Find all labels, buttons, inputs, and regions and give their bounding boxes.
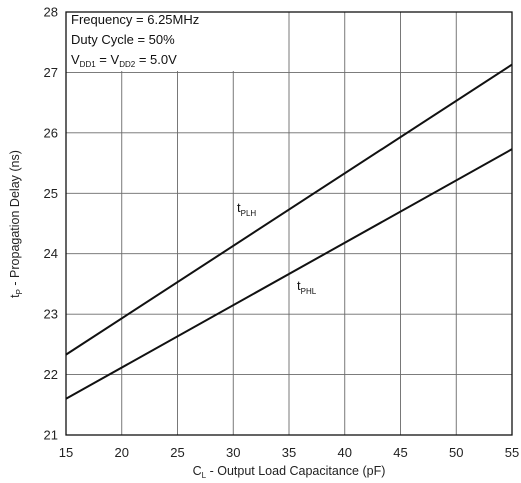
series-label-tplh: tPLH (237, 200, 256, 218)
condition-supply-voltage: VDD1 = VDD2 = 5.0V (71, 52, 177, 69)
tick-labels: 15 20 25 30 35 40 45 50 55 21 22 23 24 25 26 27 28 (44, 5, 520, 461)
series-label-tphl: tPHL (297, 278, 317, 296)
condition-duty-cycle: Duty Cycle = 50% (71, 32, 175, 47)
x-tick-label: 50 (449, 445, 463, 460)
x-tick-label: 40 (338, 445, 352, 460)
y-tick-label: 25 (44, 186, 58, 201)
conditions-box-background (67, 9, 245, 71)
y-tick-label: 26 (44, 125, 58, 140)
x-tick-label: 20 (115, 445, 129, 460)
x-tick-label: 35 (282, 445, 296, 460)
condition-frequency: Frequency = 6.25MHz (71, 12, 199, 27)
x-tick-label: 55 (505, 445, 519, 460)
series-lines (65, 63, 513, 400)
y-tick-label: 22 (44, 367, 58, 382)
grid-lines (66, 12, 512, 435)
y-tick-label: 28 (44, 5, 58, 20)
y-tick-label: 23 (44, 307, 58, 322)
y-tick-label: 24 (44, 246, 58, 261)
series-line-tplh (65, 63, 513, 356)
y-axis-label: tP - Propagation Delay (ns) (8, 150, 24, 298)
x-tick-label: 30 (226, 445, 240, 460)
x-tick-label: 25 (170, 445, 184, 460)
series-line-tphl (65, 148, 513, 400)
x-tick-label: 45 (393, 445, 407, 460)
y-tick-label: 21 (44, 428, 58, 443)
x-tick-label: 15 (59, 445, 73, 460)
y-tick-label: 27 (44, 65, 58, 80)
x-axis-label: CL - Output Load Capacitance (pF) (193, 464, 386, 480)
plot-frame (65, 11, 513, 436)
